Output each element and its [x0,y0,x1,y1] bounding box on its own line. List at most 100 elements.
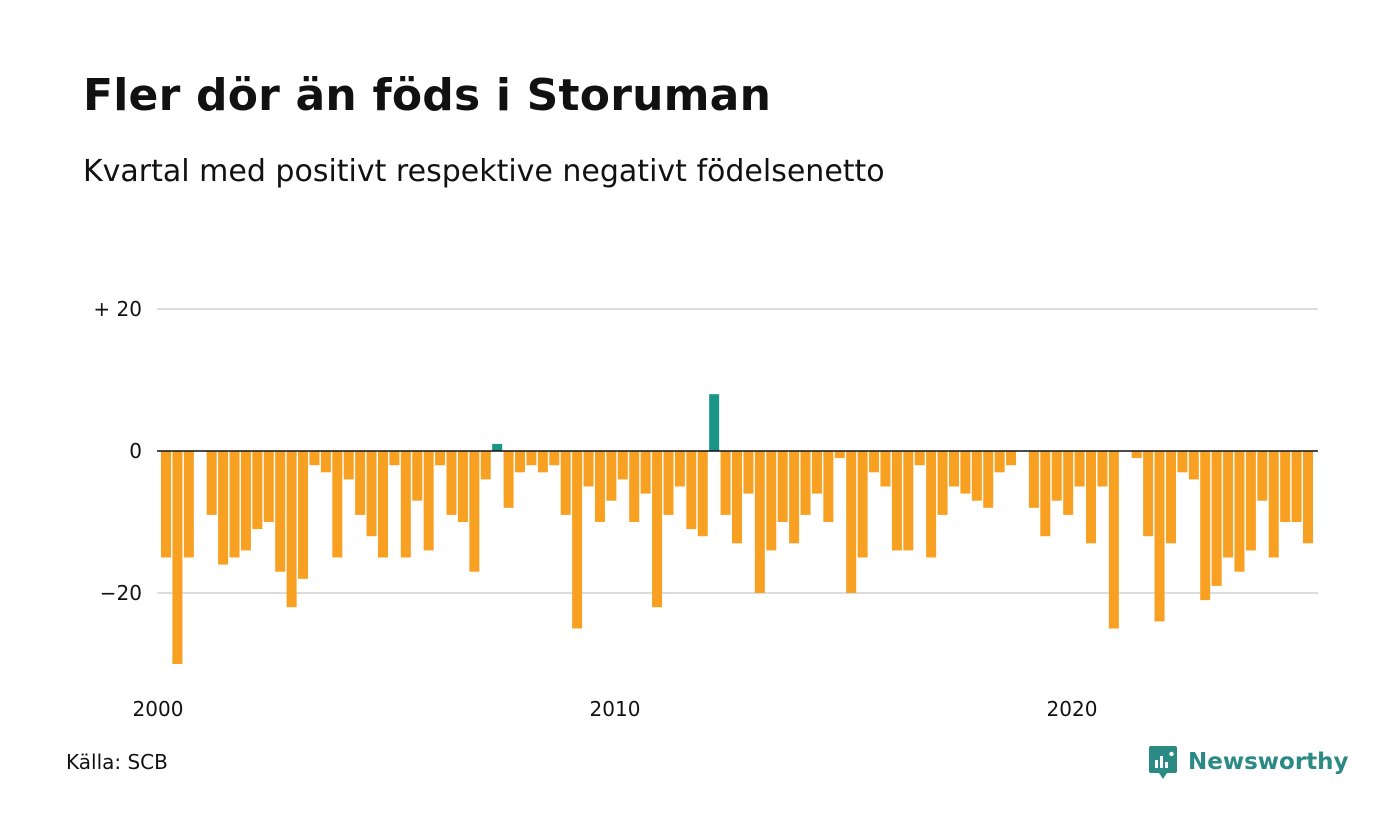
bar [811,451,822,494]
bar [355,451,366,515]
bar [857,451,868,558]
bar [686,451,697,530]
bars [161,394,1313,664]
bar [172,451,183,664]
bar [515,451,526,473]
bar [469,451,480,572]
bar [777,451,788,522]
bar [800,451,811,515]
bar [1291,451,1302,522]
bar [1245,451,1256,551]
x-axis-ticks: 2000 2010 2020 [133,697,1098,721]
bar [183,451,194,558]
bar [1028,451,1039,508]
brand-logo: Newsworthy [1148,744,1349,780]
bar [1086,451,1097,544]
bar [161,451,171,558]
bar [914,451,925,466]
bar [1234,451,1245,572]
bar [377,451,388,558]
bar [435,451,446,466]
bar [1268,451,1279,558]
bar [1040,451,1051,537]
grid-lines [157,308,1318,594]
y-axis-ticks: + 20 0 −20 [93,297,142,605]
x-tick-label: 2020 [1047,697,1098,721]
bar [1154,451,1165,622]
bar [423,451,434,551]
bar [1257,451,1268,501]
bar [366,451,377,537]
bar [823,451,834,522]
bar [789,451,800,544]
bar [583,451,594,487]
bar [617,451,628,480]
bar [971,451,982,501]
bar [766,451,777,551]
bar [218,451,229,565]
bar [1143,451,1154,537]
bar [1097,451,1108,487]
bar [948,451,959,487]
bar [412,451,423,501]
chart-subtitle: Kvartal med positivt respektive negativt… [83,154,885,189]
bar [332,451,343,558]
bar [252,451,263,530]
bar [720,451,731,515]
bar-chart: + 20 0 −20 2000 2010 2020 [93,297,1318,721]
x-tick-label: 2010 [590,697,641,721]
bar [846,451,857,593]
bar [1188,451,1199,480]
bar [503,451,514,508]
bar [891,451,902,551]
bar [869,451,880,473]
bar [343,451,354,480]
source-note: Källa: SCB [66,750,168,774]
bar [994,451,1005,473]
bar [743,451,754,494]
bar [1131,451,1142,459]
bar [480,451,491,480]
bar [1177,451,1188,473]
bar [1063,451,1074,515]
bar [960,451,971,494]
bar [446,451,457,515]
bar [298,451,309,579]
bar [457,451,468,522]
bar [1280,451,1291,522]
y-tick-label: −20 [100,581,142,605]
bar [606,451,617,501]
bar [275,451,286,572]
bar [286,451,297,608]
bar [937,451,948,515]
bar [560,451,571,515]
bar [880,451,891,487]
bar [732,451,742,544]
bar [1211,451,1222,586]
x-tick-label: 2000 [133,697,184,721]
bar [1223,451,1234,558]
bar [206,451,217,515]
y-tick-label: + 20 [93,297,142,321]
bar [1074,451,1085,487]
bar [754,451,765,593]
bar [549,451,560,466]
bar [697,451,708,537]
bar [926,451,937,558]
y-tick-label: 0 [129,439,142,463]
bar [537,451,548,473]
brand-name: Newsworthy [1188,749,1349,775]
bar [526,451,537,466]
bar [674,451,685,487]
bar [903,451,914,551]
bar [1006,451,1017,466]
bar [572,451,583,629]
bar [709,394,720,451]
bar [834,451,845,459]
chart-title: Fler dör än föds i Storuman [83,70,772,121]
bar [240,451,251,551]
bar [594,451,605,522]
bar [1108,451,1119,629]
bar [1165,451,1176,544]
bar [1051,451,1062,501]
